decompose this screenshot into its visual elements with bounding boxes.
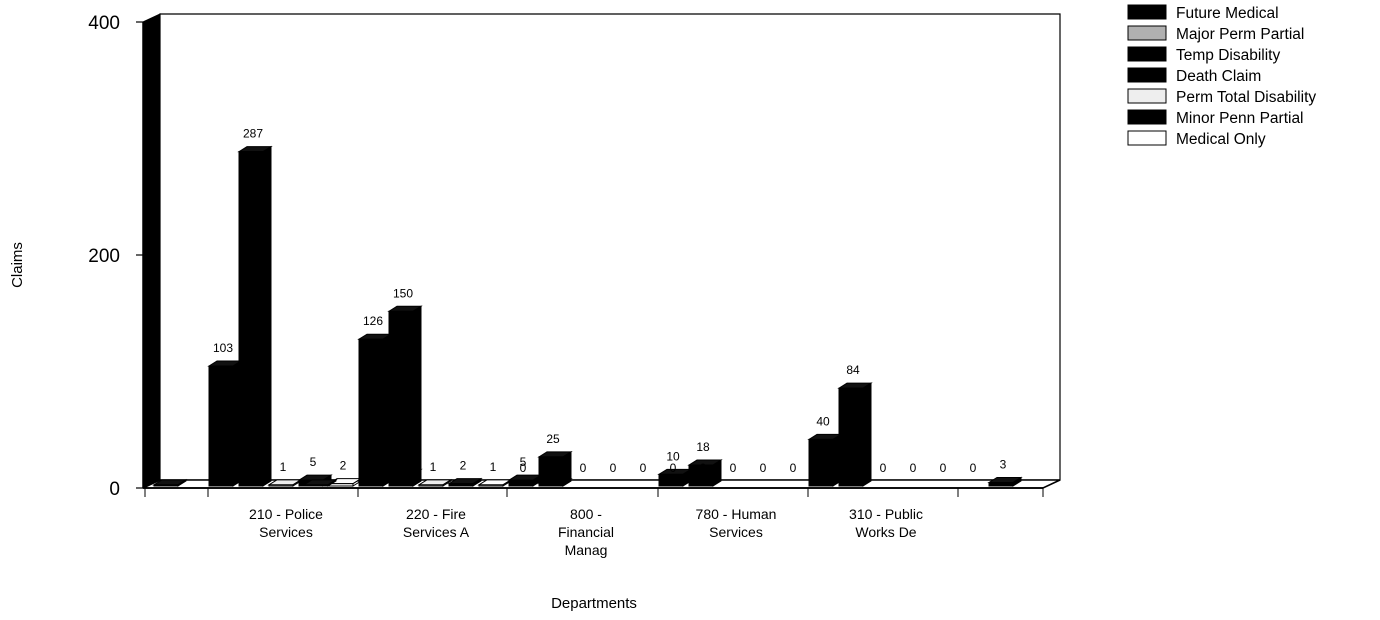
category-label: 800 - (570, 506, 602, 522)
legend-item: Perm Total Disability (1127, 88, 1316, 106)
legend-label: Temp Disability (1176, 47, 1280, 64)
data-label: 1 (280, 460, 287, 474)
bar (237, 145, 273, 487)
legend-swatch (1127, 109, 1167, 125)
data-label: 0 (820, 461, 827, 475)
data-label: 5 (520, 455, 527, 469)
data-label: 10 (396, 449, 410, 463)
data-label: 0 (640, 461, 647, 475)
category-labels: 210 - Police Services 220 - Fire Services A… (249, 506, 923, 558)
bar (687, 459, 723, 487)
data-label: 25 (546, 432, 560, 446)
data-label: 287 (243, 127, 263, 141)
data-label: 150 (393, 286, 413, 300)
data-label: 3 (1000, 458, 1007, 472)
data-label: 0 (850, 461, 857, 475)
bar (537, 450, 573, 487)
y-tick-label: 200 (88, 246, 120, 267)
bar (387, 305, 423, 487)
bar (807, 433, 843, 487)
data-label: 0 (880, 461, 887, 475)
y-axis-ticks: 0 200 400 (88, 13, 143, 500)
category-label: Manag (565, 542, 608, 558)
data-label: 0 (790, 461, 797, 475)
legend-swatch (1127, 88, 1167, 104)
back-wall (159, 13, 1061, 481)
legend-label: Death Claim (1176, 68, 1261, 85)
category-label: 780 - Human (696, 506, 777, 522)
legend-item: Temp Disability (1127, 46, 1280, 64)
bar (207, 360, 243, 487)
data-label: 84 (846, 363, 860, 377)
bar-marks (152, 145, 1023, 487)
legend-swatch (1127, 4, 1167, 20)
bar (657, 468, 693, 487)
data-label: 0 (610, 461, 617, 475)
data-label: 5 (310, 455, 317, 469)
x-axis-ticks (144, 488, 1044, 497)
data-label: 10 (666, 449, 680, 463)
category-label: 210 - Police (249, 506, 323, 522)
category-label: Services (709, 524, 763, 540)
data-label: 0 (970, 461, 977, 475)
data-label: 0 (910, 461, 917, 475)
category-label: Financial (558, 524, 614, 540)
data-label: 0 (670, 461, 677, 475)
y-tick-label: 400 (88, 13, 120, 34)
data-label: 2 (550, 459, 557, 473)
bar (417, 478, 453, 487)
bar (507, 474, 543, 487)
legend-item: Medical Only (1127, 130, 1266, 148)
data-label: 0 (730, 461, 737, 475)
data-label: 40 (816, 414, 830, 428)
legend-item: Major Perm Partial (1127, 25, 1304, 43)
legend-swatch (1127, 130, 1167, 146)
data-label: 18 (696, 440, 710, 454)
legend-label: Medical Only (1176, 131, 1266, 148)
data-label: 1 (430, 460, 437, 474)
bar (152, 478, 188, 487)
y-tick-label: 0 (109, 479, 120, 500)
data-label: 0 (700, 461, 707, 475)
legend-item: Death Claim (1127, 67, 1261, 85)
y-axis-title: Claims (9, 242, 26, 288)
bar (302, 478, 338, 487)
bar (987, 476, 1023, 487)
legend-label: Future Medical (1176, 5, 1279, 22)
data-label: 1 (490, 460, 497, 474)
data-label: 0 (760, 461, 767, 475)
data-label: 2 (460, 459, 467, 473)
legend-item: Future Medical (1127, 4, 1279, 22)
legend-label: Perm Total Disability (1176, 89, 1316, 106)
legend-swatch (1127, 67, 1167, 83)
data-label: 2 (340, 459, 347, 473)
legend-swatch (1127, 46, 1167, 62)
data-label: 0 (940, 461, 947, 475)
category-label: Services A (403, 524, 470, 540)
plot-frame (142, 13, 1061, 489)
x-axis-title: Departments (551, 595, 637, 612)
category-label: Works De (855, 524, 916, 540)
data-label: 0 (520, 461, 527, 475)
legend-swatch (1127, 25, 1167, 41)
legend-item: Minor Penn Partial (1127, 109, 1304, 127)
legend-label: Major Perm Partial (1176, 26, 1304, 43)
data-label: 126 (363, 314, 383, 328)
category-label: Services (259, 524, 313, 540)
data-label: 0 (580, 461, 587, 475)
legend-label: Minor Penn Partial (1176, 110, 1304, 127)
data-label: 103 (213, 341, 233, 355)
legend: Future Medical Major Perm Partial Temp Dis… (1127, 4, 1316, 148)
bar (837, 382, 873, 487)
data-label: 4 (370, 456, 377, 470)
category-label: 220 - Fire (406, 506, 466, 522)
category-label: 310 - Public (849, 506, 923, 522)
left-wall (142, 13, 161, 489)
bar (447, 477, 483, 487)
